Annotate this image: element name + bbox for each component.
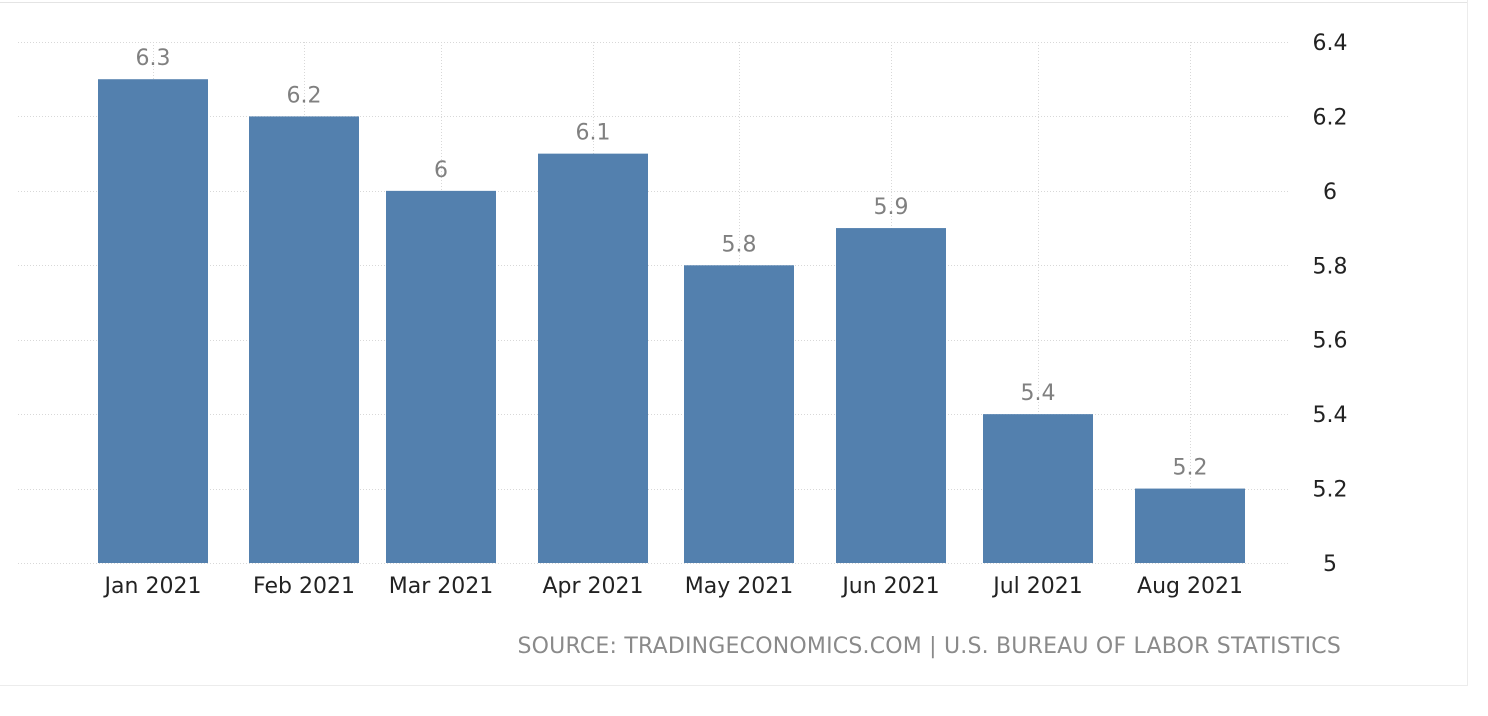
frame-bottom-border: [0, 685, 1468, 686]
bar-value-label: 6.3: [136, 46, 171, 71]
y-tick-label: 6.4: [1313, 31, 1348, 56]
y-tick-label: 6.2: [1313, 105, 1348, 130]
frame-right-border: [1467, 0, 1468, 686]
bar-value-label: 6.2: [287, 83, 322, 108]
bar[interactable]: [98, 79, 208, 563]
y-tick-label: 5.4: [1313, 403, 1348, 428]
x-tick-label: Mar 2021: [389, 574, 494, 599]
grid-lines: [18, 42, 1290, 564]
bar[interactable]: [836, 228, 946, 564]
x-tick-label: Feb 2021: [253, 574, 355, 599]
x-axis-ticks: Jan 2021 Feb 2021 Mar 2021 Apr 2021 May 2021…: [103, 574, 1243, 599]
bar-value-label: 5.9: [874, 195, 909, 220]
y-axis-ticks: 5 5.2 5.4 5.6 5.8 6 6.2 6.4: [1313, 31, 1348, 577]
bar-value-label: 5.4: [1021, 381, 1056, 406]
bars: [98, 79, 1245, 564]
x-tick-label: Apr 2021: [542, 574, 643, 599]
bar-value-label: 5.8: [722, 232, 757, 257]
y-tick-label: 6: [1323, 180, 1337, 205]
x-tick-label: Jul 2021: [991, 574, 1083, 599]
bar-value-label: 6: [434, 158, 448, 183]
bar[interactable]: [983, 414, 1093, 563]
y-tick-label: 5.2: [1313, 478, 1348, 503]
y-tick-label: 5: [1323, 552, 1337, 577]
x-tick-label: Aug 2021: [1137, 574, 1243, 599]
bar-value-label: 5.2: [1173, 456, 1208, 481]
source-caption: SOURCE: TRADINGECONOMICS.COM | U.S. BURE…: [517, 634, 1341, 659]
y-tick-label: 5.6: [1313, 329, 1348, 354]
bar-value-label: 6.1: [576, 121, 611, 146]
y-tick-label: 5.8: [1313, 254, 1348, 279]
frame-top-border: [0, 2, 1468, 3]
value-labels: 6.3 6.2 6 6.1 5.8 5.9 5.4 5.2: [136, 46, 1208, 480]
bar[interactable]: [249, 116, 359, 563]
bar[interactable]: [1135, 488, 1245, 563]
bar[interactable]: [538, 153, 648, 563]
bar[interactable]: [684, 265, 794, 563]
x-tick-label: Jan 2021: [103, 574, 202, 599]
bar[interactable]: [386, 190, 496, 563]
x-tick-label: May 2021: [685, 574, 793, 599]
x-tick-label: Jun 2021: [840, 574, 939, 599]
